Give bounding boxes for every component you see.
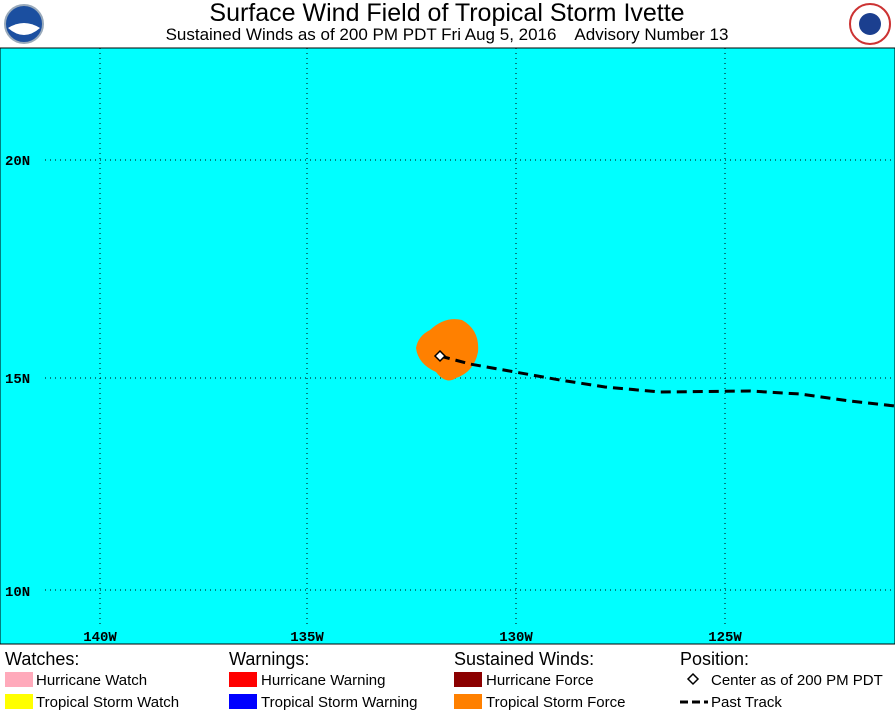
subtitle: Sustained Winds as of 200 PM PDT Fri Aug… [166,25,729,44]
legend-item: Tropical Storm Force [486,694,625,711]
nws-logo [849,3,891,45]
legend-swatch [229,672,257,687]
tropical-storm-wind-field [416,319,479,381]
legend-heading: Position: [680,649,749,669]
legend-item: Hurricane Watch [36,672,147,689]
legend-item: Past Track [711,694,782,711]
legend-item: Hurricane Warning [261,672,386,689]
longitude-label: 125W [708,630,742,646]
noaa-logo [4,4,44,44]
latitude-label: 20N [5,154,30,170]
legend-symbol [686,672,700,686]
latitude-label: 10N [5,585,30,601]
storm-center [433,349,447,363]
legend-item: Hurricane Force [486,672,594,689]
longitude-label: 140W [83,630,117,646]
longitude-label: 130W [499,630,533,646]
legend-item: Tropical Storm Warning [261,694,417,711]
legend-heading: Warnings: [229,649,309,669]
graticule [45,48,895,625]
legend-swatch [229,694,257,709]
latitude-label: 15N [5,372,30,388]
legend-item: Center as of 200 PM PDT [711,672,883,689]
past-track [439,354,895,408]
legend-heading: Watches: [5,649,79,669]
longitude-label: 135W [290,630,324,646]
title: Surface Wind Field of Tropical Storm Ive… [209,0,684,27]
legend-item: Tropical Storm Watch [36,694,179,711]
legend: Watches: Hurricane Watch Tropical Storm … [5,649,883,711]
legend-heading: Sustained Winds: [454,649,594,669]
legend-swatch [5,672,33,687]
legend-swatch [454,694,482,709]
legend-swatch [5,694,33,709]
legend-swatch [454,672,482,687]
